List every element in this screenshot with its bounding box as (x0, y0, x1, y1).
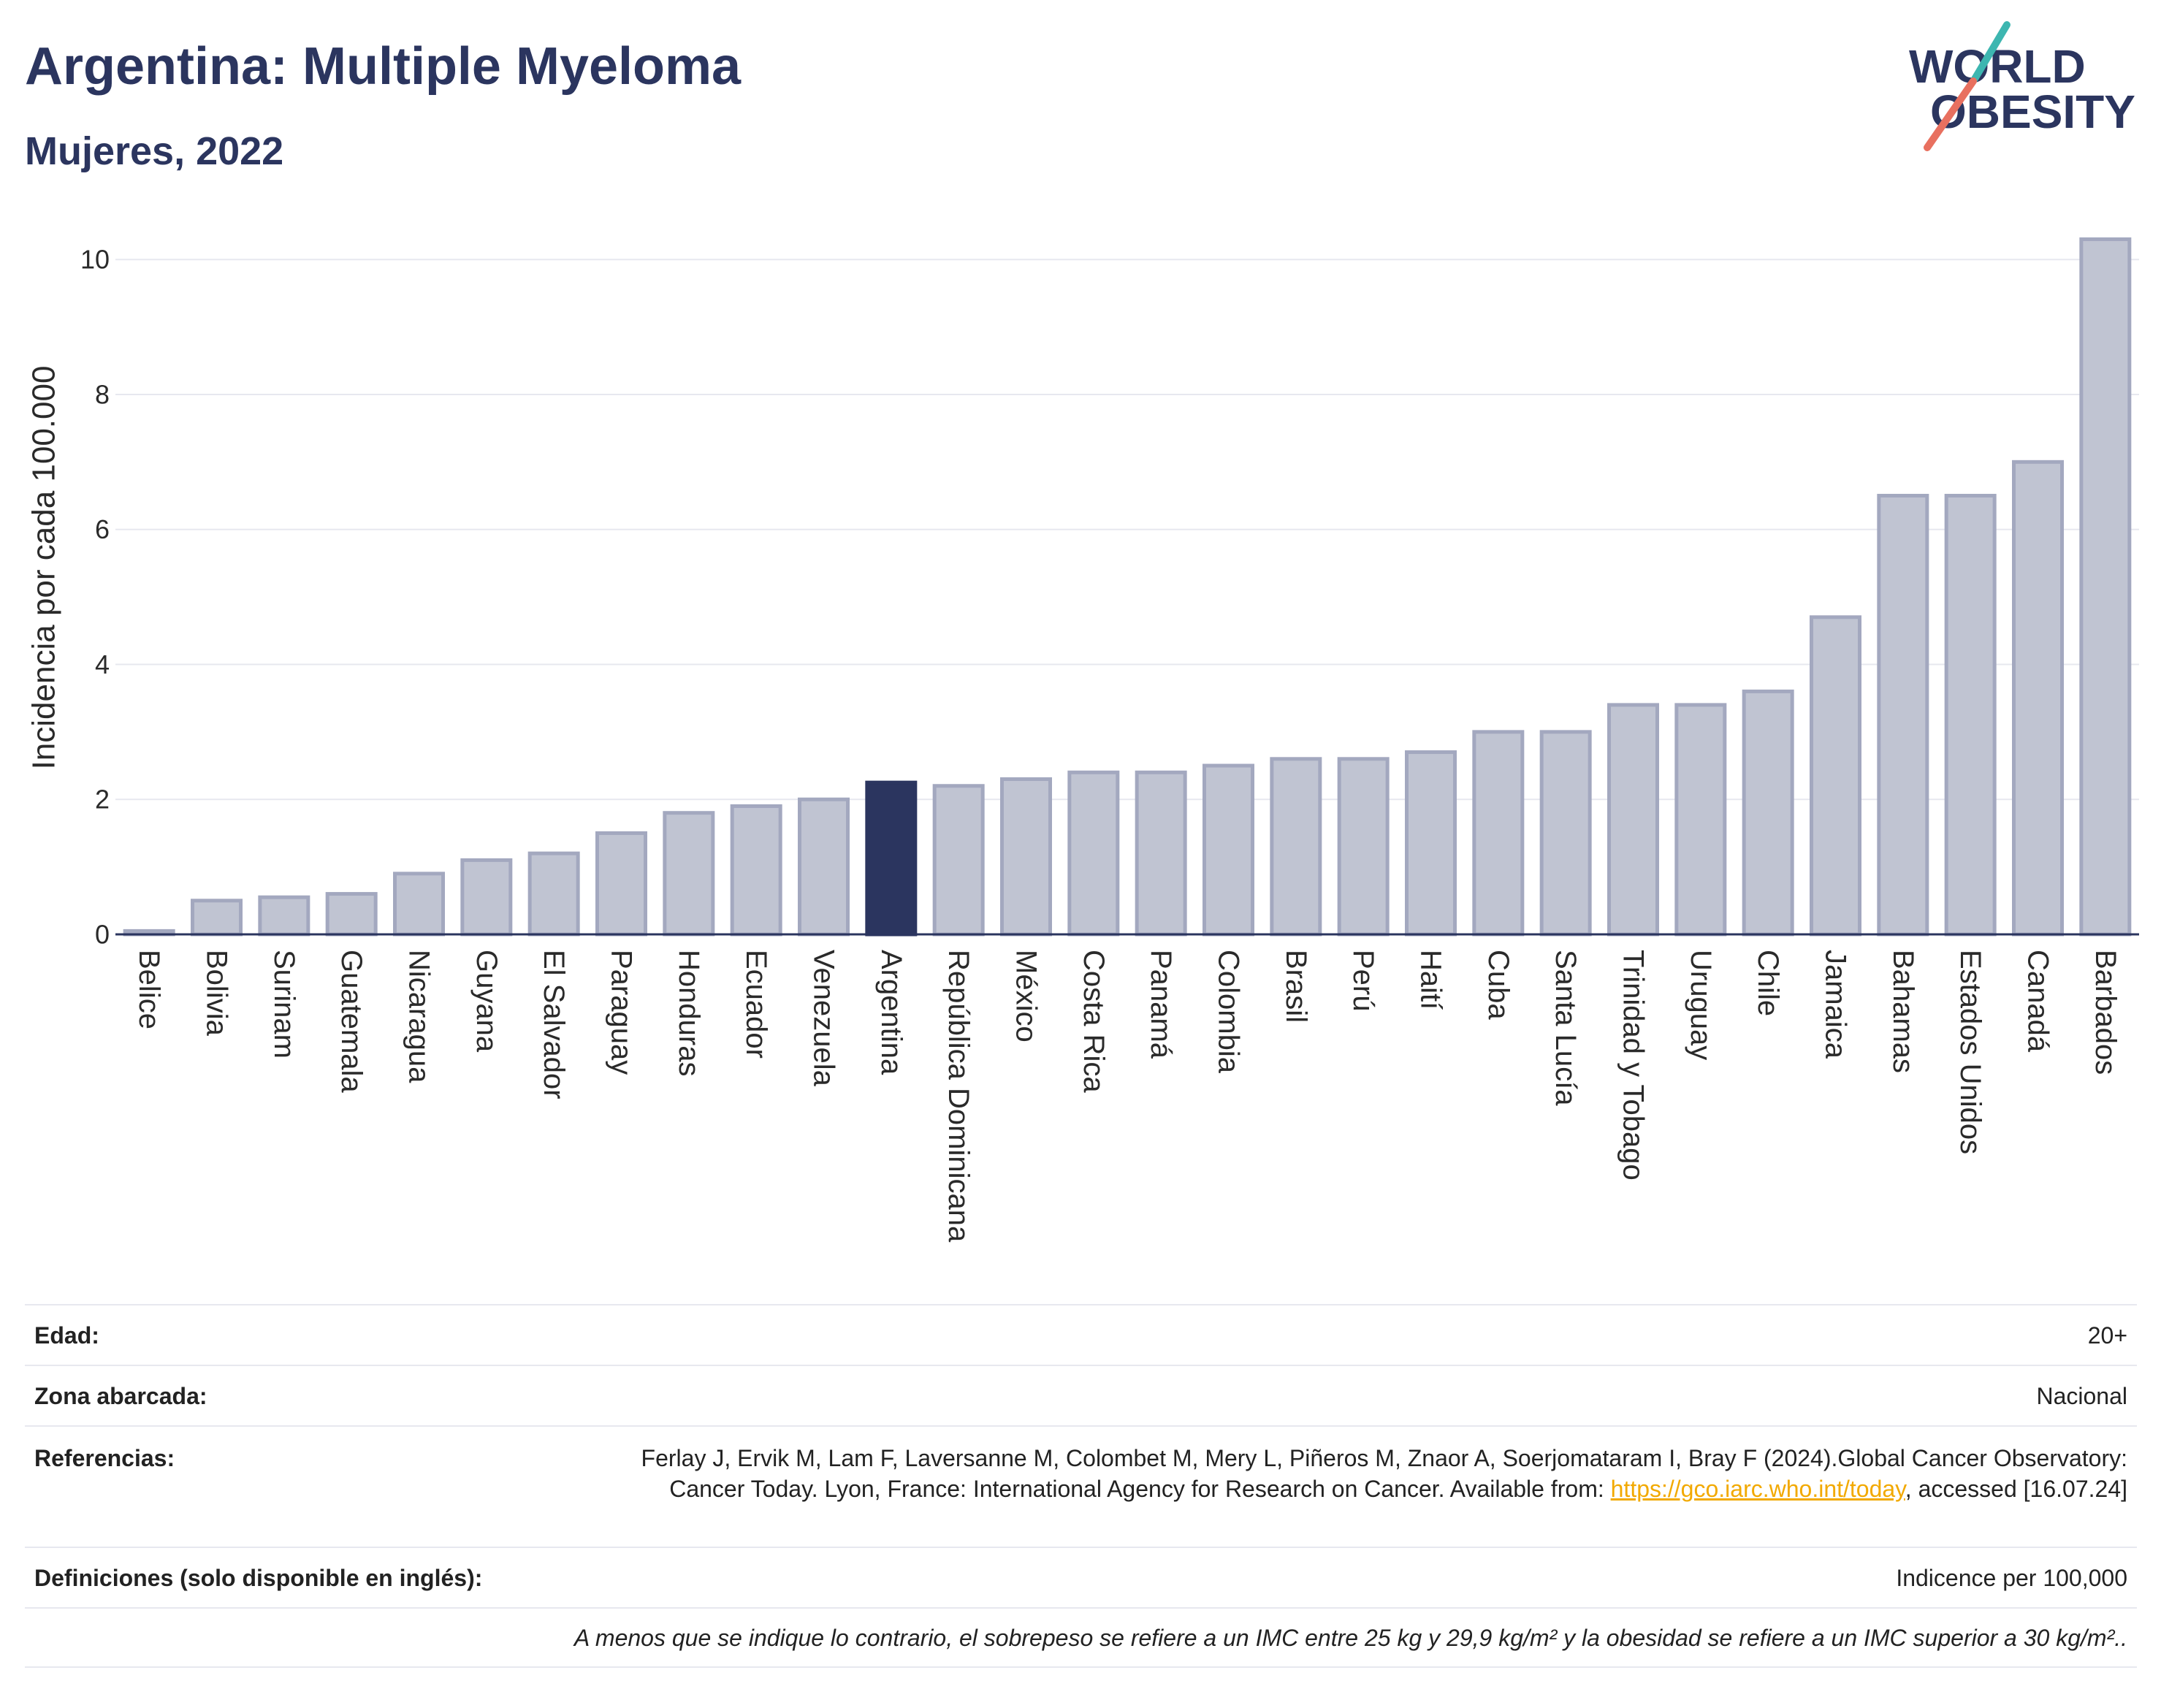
x-tick-label: Argentina (875, 950, 907, 1075)
footer-row-definitions: Definiciones (solo disponible en inglés)… (25, 1547, 2137, 1607)
bar-brasil (1270, 757, 1322, 937)
y-axis-title: Incidencia por cada 100.000 (26, 366, 62, 770)
x-tick-label: El Salvador (538, 950, 570, 1099)
bar-ecuador (730, 804, 782, 937)
references-link[interactable]: https://gco.iarc.who.int/today (1610, 1476, 1905, 1502)
bar-santa-lucia (1539, 730, 1592, 937)
y-tick-label: 0 (95, 920, 110, 950)
y-tick-labels: 0 2 4 6 8 10 (80, 245, 110, 950)
bar-guyana (460, 858, 513, 937)
x-tick-label: Nicaragua (403, 950, 435, 1083)
bar-cuba (1472, 730, 1525, 937)
x-tick-label: Bahamas (1887, 950, 1919, 1073)
bar-barbados (2079, 237, 2132, 937)
bar-colombia (1203, 763, 1254, 937)
x-tick-label: Honduras (673, 950, 705, 1076)
x-tick-label: Guatemala (335, 950, 367, 1093)
footer-row-area: Zona abarcada: Nacional (25, 1365, 2137, 1425)
x-tick-label: Costa Rica (1078, 950, 1110, 1093)
bars (123, 237, 2132, 937)
bar-paraguay (595, 831, 647, 937)
age-label: Edad: (34, 1322, 99, 1349)
bar-honduras (663, 811, 715, 937)
gridlines (115, 259, 2139, 801)
bar-nicaragua (393, 872, 445, 937)
y-tick-label: 8 (95, 379, 110, 409)
x-tick-label: Bolivia (201, 950, 233, 1037)
x-tick-labels: Belice Bolivia Surinam Guatemala Nicaragua Gu… (133, 950, 2122, 1243)
x-tick-label: Belice (133, 950, 165, 1029)
footer-row-note: A menos que se indique lo contrario, el … (25, 1607, 2137, 1668)
x-tick-label: Santa Lucía (1550, 950, 1582, 1106)
bar-el-salvador (527, 851, 580, 937)
y-tick-label: 10 (80, 245, 110, 275)
y-tick-label: 2 (95, 785, 110, 815)
footer-row-age: Edad: 20+ (25, 1304, 2137, 1365)
bar-venezuela (798, 797, 850, 937)
bar-chile (1742, 689, 1794, 937)
definitions-label: Definiciones (solo disponible en inglés)… (34, 1564, 483, 1591)
bar-jamaica (1810, 615, 1861, 937)
bar-guatemala (325, 892, 378, 937)
footer-row-references: Referencias: Ferlay J, Ervik M, Lam F, L… (25, 1425, 2137, 1547)
bar-panama (1135, 770, 1187, 937)
x-tick-label: Ecuador (740, 950, 772, 1059)
y-tick-label: 6 (95, 514, 110, 544)
chart-subtitle: Mujeres, 2022 (25, 129, 284, 173)
x-tick-label: Venezuela (808, 950, 840, 1087)
bar-trinidad-y-tobago (1607, 703, 1659, 937)
x-tick-label: Colombia (1213, 950, 1245, 1074)
obesity-note: A menos que se indique lo contrario, el … (573, 1624, 2127, 1651)
y-tick-label: 4 (95, 649, 110, 679)
bar-costa-rica (1067, 770, 1120, 937)
x-tick-label: Trinidad y Tobago (1617, 950, 1650, 1181)
metadata-table: Edad: 20+ Zona abarcada: Nacional Refere… (25, 1304, 2137, 1668)
x-tick-label: México (1010, 950, 1043, 1042)
x-tick-label: Surinam (268, 950, 300, 1059)
world-obesity-logo: WORLD OBESITY (1909, 21, 2135, 151)
bar-uruguay (1674, 703, 1727, 937)
x-tick-label: Canadá (2022, 950, 2054, 1053)
bar-chart: 0 2 4 6 8 10 Belice Bolivia Surinam Guatemala Nic… (26, 237, 2139, 1243)
bar-haiti (1405, 750, 1457, 937)
x-tick-label: Chile (1752, 950, 1784, 1016)
area-value: Nacional (2036, 1382, 2127, 1409)
bar-argentina (865, 780, 918, 937)
x-tick-label: Jamaica (1820, 950, 1852, 1059)
age-value: 20+ (2087, 1322, 2127, 1349)
area-label: Zona abarcada: (34, 1382, 207, 1409)
x-tick-label: Uruguay (1685, 950, 1717, 1060)
bar-surinam (258, 895, 310, 937)
x-tick-label: Paraguay (606, 950, 638, 1075)
references-accessed: , accessed [16.07.24] (1905, 1476, 2127, 1502)
bar-bahamas (1877, 494, 1929, 937)
logo-slash-teal (1971, 21, 2011, 83)
bar-mexico (1000, 777, 1052, 937)
bar-republica-dominicana (932, 784, 985, 937)
references-label: Referencias: (34, 1445, 175, 1471)
x-tick-label: República Dominicana (942, 950, 975, 1243)
chart-title: Argentina: Multiple Myeloma (25, 37, 742, 96)
x-tick-label: Estados Unidos (1954, 950, 1986, 1154)
references-value: Ferlay J, Ervik M, Lam F, Laversanne M, … (593, 1443, 2127, 1504)
x-tick-label: Cuba (1482, 950, 1514, 1020)
bar-bolivia (191, 899, 243, 937)
bar-canada (2012, 460, 2064, 937)
x-tick-label: Perú (1347, 950, 1379, 1012)
references-text: Ferlay J, Ervik M, Lam F, Laversanne M, … (641, 1445, 2127, 1502)
bar-peru (1337, 757, 1390, 937)
logo-slash-salmon (1924, 77, 1977, 151)
x-tick-label: Brasil (1280, 950, 1312, 1023)
x-tick-label: Panamá (1145, 950, 1177, 1059)
x-tick-label: Guyana (470, 950, 503, 1053)
bar-estados-unidos (1944, 494, 1997, 937)
logo-word-world: WORLD (1909, 40, 2086, 93)
x-tick-label: Barbados (2089, 950, 2122, 1075)
x-tick-label: Haití (1415, 950, 1447, 1010)
definitions-value: Indicence per 100,000 (1896, 1564, 2127, 1591)
